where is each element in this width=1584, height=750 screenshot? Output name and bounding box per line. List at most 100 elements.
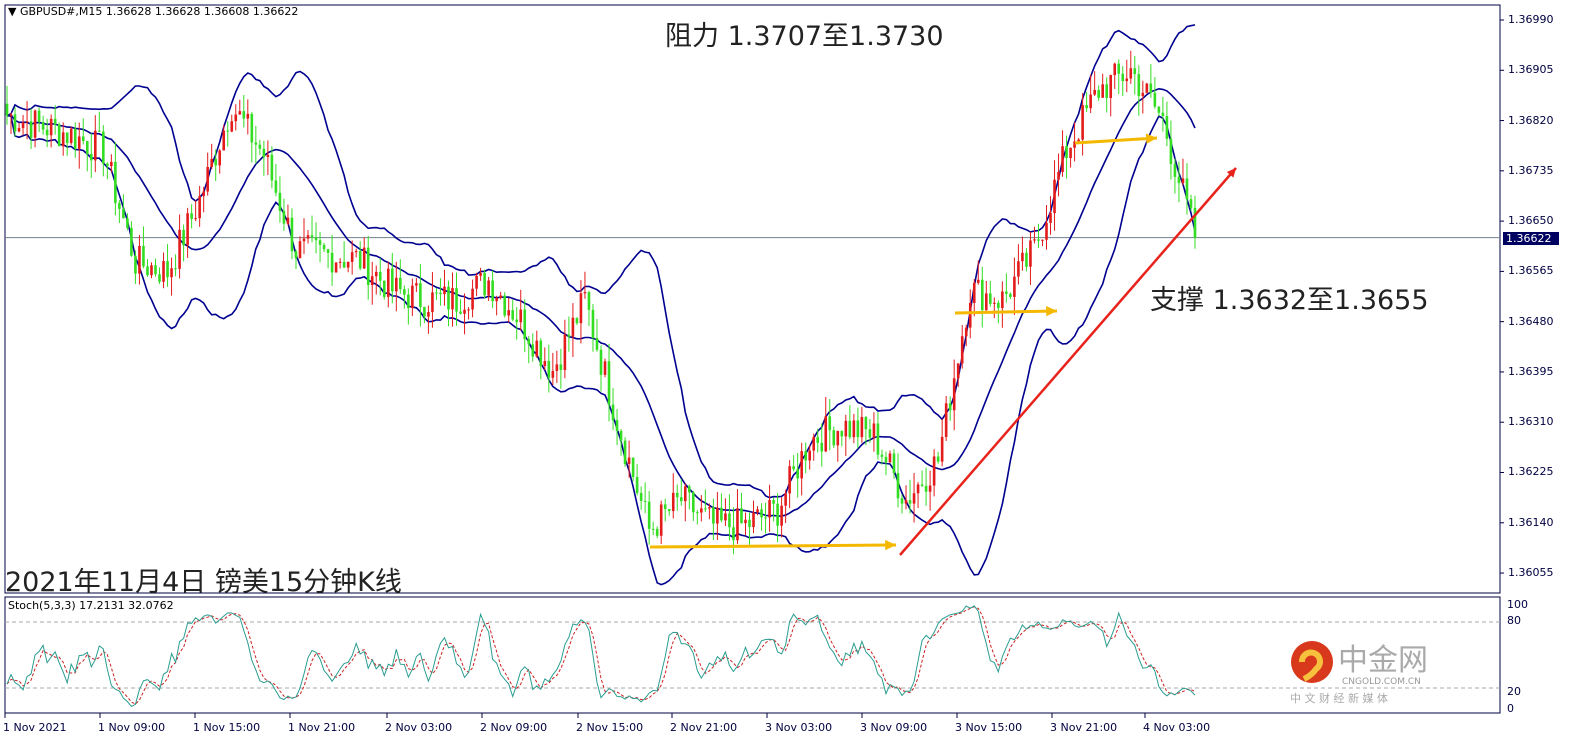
candle-body [346, 261, 350, 268]
candle-body [716, 507, 719, 524]
candle-body [1057, 171, 1060, 180]
candle-body [302, 238, 306, 242]
dropdown-triangle-icon[interactable]: ▼ [8, 5, 17, 18]
level-arrow [954, 309, 1058, 315]
candle-body [378, 271, 382, 281]
candle-body [916, 484, 920, 494]
candle-body [330, 252, 334, 273]
price-tick-label: 1.36905 [1508, 63, 1554, 77]
candle-body [21, 122, 25, 129]
stoch-level-80: 80 [1507, 614, 1521, 627]
candle-body [53, 118, 57, 125]
candle-body [1097, 89, 1100, 98]
price-tick-label: 1.36395 [1508, 364, 1554, 378]
candle-body [1089, 94, 1092, 109]
candle-body [788, 466, 791, 494]
ohlc-values: 1.36628 1.36628 1.36608 1.36622 [105, 5, 299, 18]
time-tick-label: 2 Nov 15:00 [576, 721, 644, 734]
candle-body [258, 144, 262, 149]
candle-body [989, 293, 992, 304]
candle-body [924, 485, 928, 492]
candle-body [816, 437, 820, 443]
candle-body [579, 293, 583, 324]
candle-body [696, 512, 699, 514]
candle-body [226, 130, 230, 132]
svg-text:中金网: 中金网 [1338, 643, 1428, 678]
candle-body [122, 208, 125, 219]
candle-body [655, 528, 659, 536]
candle-body [98, 130, 101, 132]
candle-body [1025, 252, 1028, 267]
candle-body [872, 423, 876, 438]
candle-body [928, 485, 932, 492]
candle-body [194, 218, 197, 220]
candle-body [443, 286, 446, 295]
candle-body [780, 505, 783, 526]
candle-body [114, 161, 117, 204]
candle-body [635, 477, 639, 493]
candle-body [507, 310, 510, 316]
candle-body [980, 279, 984, 311]
candle-body [451, 288, 454, 310]
candle-body [1105, 84, 1109, 98]
candle-body [411, 285, 414, 309]
candle-body [126, 218, 129, 228]
candle-body [57, 124, 61, 147]
candle-body [499, 295, 502, 298]
candle-body [575, 317, 579, 324]
candle-body [571, 317, 575, 337]
candle-body [683, 486, 687, 502]
candle-body [222, 130, 226, 151]
candle-body [322, 244, 326, 250]
candle-body [856, 420, 860, 438]
candle-body [491, 280, 494, 302]
candle-body [17, 128, 21, 132]
candle-body [976, 279, 980, 283]
candle-body [278, 192, 282, 211]
candle-body [1161, 112, 1165, 117]
candle-body [1165, 116, 1169, 139]
candle-body [158, 274, 161, 282]
time-tick-label: 1 Nov 15:00 [193, 721, 261, 734]
candle-body [1153, 92, 1157, 107]
candle-body [535, 340, 539, 357]
candle-body [1137, 74, 1141, 97]
candle-body [390, 268, 394, 292]
candle-body [455, 288, 458, 312]
candle-body [972, 282, 976, 303]
candle-body [178, 229, 181, 269]
candle-body [667, 509, 671, 512]
candle-body [631, 457, 635, 478]
candle-body [282, 210, 286, 224]
candle-body [692, 492, 695, 513]
candle-body [154, 265, 157, 275]
candle-body [960, 336, 964, 364]
candle-body [940, 436, 944, 462]
candle-body [772, 500, 775, 504]
candle-body [242, 111, 246, 119]
candle-body [876, 423, 880, 455]
stoch-label: Stoch(5,3,3) 17.2131 32.0762 [8, 599, 174, 612]
candle-body [1157, 106, 1161, 113]
candle-body [671, 492, 675, 512]
candle-body [836, 430, 840, 446]
stoch-level-100: 100 [1507, 598, 1528, 611]
candle-body [844, 420, 848, 437]
candle-body [463, 309, 466, 314]
candle-body [868, 429, 872, 438]
candle-body [1185, 178, 1189, 200]
candle-body [41, 122, 45, 130]
candle-body [166, 261, 169, 278]
symbol-header[interactable]: ▼ GBPUSD#,M15 1.36628 1.36628 1.36608 1.… [8, 5, 298, 18]
candle-body [912, 493, 916, 504]
candle-body [447, 286, 450, 310]
candle-body [431, 292, 434, 313]
candle-body [611, 404, 615, 421]
candle-body [174, 268, 177, 270]
level-arrow-head [885, 539, 896, 551]
candle-body [69, 128, 73, 143]
candle-body [952, 378, 956, 411]
candle-body [936, 456, 940, 462]
time-tick-label: 3 Nov 21:00 [1050, 721, 1118, 734]
candle-body [49, 118, 53, 136]
